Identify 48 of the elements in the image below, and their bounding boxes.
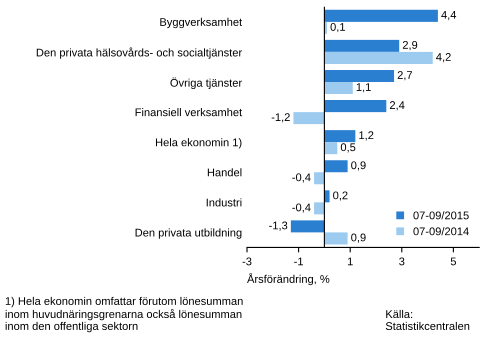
text: 1) Hela ekonomin omfattar förutom lönesumman inom huvudnäringsgrenarna också lönesumman inom den offentliga sektorn [6, 296, 243, 332]
data-label: 0,9 [351, 234, 366, 243]
data-label: 2,4 [390, 101, 405, 110]
x-tick-label: 5 [450, 258, 456, 266]
data-label: 2,7 [398, 71, 412, 80]
bar [324, 142, 338, 154]
text: Källa: Statistikcentralen [386, 310, 470, 330]
y-tick-label: Den privata hälsovårds- och socialtjänster [36, 47, 242, 59]
bar [324, 52, 433, 64]
bar [293, 112, 324, 124]
legend-label: 07-09/2014 [413, 227, 469, 236]
bar [324, 40, 400, 52]
bar [324, 70, 394, 82]
data-label: 1,2 [359, 131, 374, 140]
data-label: 2,9 [402, 41, 418, 50]
data-label: 0,5 [340, 143, 356, 152]
x-tick-label: -1 [294, 258, 303, 266]
y-tick-label: Övriga tjänster [170, 77, 242, 89]
y-tick-label: Den privata utbildning [136, 228, 242, 239]
bar [290, 220, 324, 232]
bar [324, 160, 348, 172]
data-label: 0,9 [351, 161, 366, 171]
y-tick-label: Byggverksamhet [160, 18, 242, 28]
bar [324, 10, 438, 22]
bar [324, 100, 386, 112]
bar [324, 82, 353, 94]
x-tick-label: 3 [399, 257, 404, 266]
y-tick-label: Hela ekonomin 1) [156, 138, 242, 148]
data-label: -1,3 [269, 222, 288, 231]
y-tick-label: Handel [208, 168, 242, 176]
data-label: 0,1 [330, 22, 345, 32]
x-tick-label: -3 [242, 257, 252, 266]
data-label: -0,4 [292, 203, 311, 213]
y-tick-label: Industri [206, 198, 242, 206]
data-label: 4,4 [441, 11, 456, 20]
bar [324, 232, 348, 244]
bar [314, 172, 324, 184]
data-label: -1,2 [272, 113, 290, 122]
data-label: 0,2 [333, 191, 348, 201]
data-label: -0,4 [292, 173, 311, 183]
data-label: 4,2 [436, 53, 451, 62]
bar [314, 202, 324, 214]
legend-label: 07-09/2015 [413, 211, 469, 220]
x-tick-label: 1 [348, 258, 353, 266]
data-label: 1,1 [356, 83, 371, 92]
y-tick-label: Finansiell verksamhet [136, 108, 242, 116]
bar [324, 130, 356, 142]
x-axis-title: Årsförändring, % [247, 273, 330, 286]
